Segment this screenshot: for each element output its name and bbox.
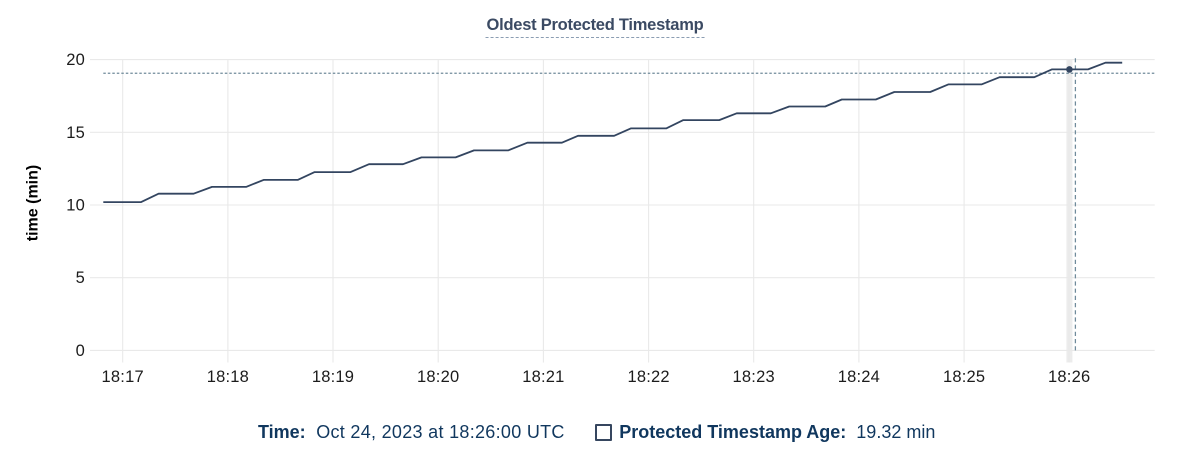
svg-text:0: 0 bbox=[76, 342, 85, 360]
svg-text:20: 20 bbox=[66, 51, 85, 69]
svg-text:time (min): time (min) bbox=[25, 165, 42, 241]
svg-text:18:25: 18:25 bbox=[943, 368, 985, 386]
svg-text:15: 15 bbox=[66, 124, 85, 142]
svg-text:18:19: 18:19 bbox=[312, 368, 354, 386]
svg-text:18:26: 18:26 bbox=[1048, 368, 1090, 386]
svg-text:5: 5 bbox=[76, 269, 85, 287]
svg-text:18:20: 18:20 bbox=[417, 368, 459, 386]
svg-text:18:24: 18:24 bbox=[838, 368, 880, 386]
svg-text:10: 10 bbox=[66, 197, 85, 215]
svg-text:18:22: 18:22 bbox=[627, 368, 669, 386]
svg-text:18:18: 18:18 bbox=[207, 368, 249, 386]
svg-text:18:23: 18:23 bbox=[733, 368, 775, 386]
svg-text:18:17: 18:17 bbox=[102, 368, 144, 386]
svg-text:18:21: 18:21 bbox=[522, 368, 564, 386]
